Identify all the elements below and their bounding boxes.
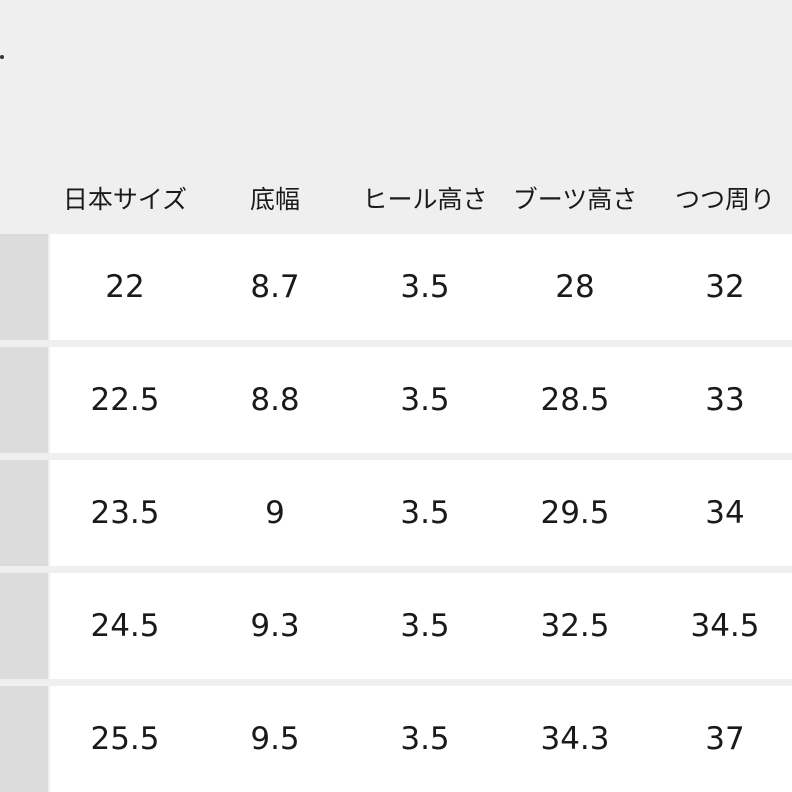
table-cell: 3.5 — [400, 382, 450, 418]
table-cell: 3.5 — [400, 608, 450, 644]
table-cell: 3.5 — [400, 269, 450, 305]
table-cell: 23.5 — [90, 495, 160, 531]
column-header: 底幅 — [249, 185, 300, 214]
table-cell: 3.5 — [400, 495, 450, 531]
table-row: 25.5 9.5 3.5 34.3 37 — [0, 686, 792, 792]
table-cell: 9.5 — [250, 721, 300, 757]
column-header: 日本サイズ — [62, 185, 188, 214]
row-label-cell — [0, 234, 48, 340]
row-label-cell — [0, 347, 48, 453]
table-cell: 3.5 — [400, 721, 450, 757]
row-body: 23.5 9 3.5 29.5 34 — [50, 460, 792, 566]
table-cell: 8.7 — [250, 269, 300, 305]
table-cell: 34 — [705, 495, 745, 531]
bullet-dot — [0, 55, 4, 59]
row-body: 22 8.7 3.5 28 32 — [50, 234, 792, 340]
table-cell: 32 — [705, 269, 745, 305]
table-row: 22.5 8.8 3.5 28.5 33 — [0, 347, 792, 453]
table-row: 24.5 9.3 3.5 32.5 34.5 — [0, 573, 792, 679]
table-cell: 34.3 — [540, 721, 610, 757]
table-cell: 28.5 — [540, 382, 610, 418]
table-cell: 33 — [705, 382, 745, 418]
table-cell: 25.5 — [90, 721, 160, 757]
table-cell: 32.5 — [540, 608, 610, 644]
row-body: 24.5 9.3 3.5 32.5 34.5 — [50, 573, 792, 679]
table-cell: 22.5 — [90, 382, 160, 418]
table-row: 23.5 9 3.5 29.5 34 — [0, 460, 792, 566]
row-label-cell — [0, 686, 48, 792]
table-cell: 29.5 — [540, 495, 610, 531]
table-cell: 24.5 — [90, 608, 160, 644]
column-header: ヒール高さ — [362, 185, 488, 214]
column-header: ブーツ高さ — [512, 185, 638, 214]
table-row: 22 8.7 3.5 28 32 — [0, 234, 792, 340]
table-cell: 9.3 — [250, 608, 300, 644]
table-cell: 8.8 — [250, 382, 300, 418]
table-cell: 9 — [265, 495, 285, 531]
row-label-cell — [0, 573, 48, 679]
row-body: 25.5 9.5 3.5 34.3 37 — [50, 686, 792, 792]
row-label-cell — [0, 460, 48, 566]
table-cell: 28 — [555, 269, 595, 305]
row-body: 22.5 8.8 3.5 28.5 33 — [50, 347, 792, 453]
table-cell: 37 — [705, 721, 745, 757]
column-header: つつ周り — [674, 185, 775, 214]
table-header: 日本サイズ 底幅 ヒール高さ ブーツ高さ つつ周り — [50, 178, 792, 222]
table-cell: 34.5 — [690, 608, 760, 644]
table-cell: 22 — [105, 269, 145, 305]
